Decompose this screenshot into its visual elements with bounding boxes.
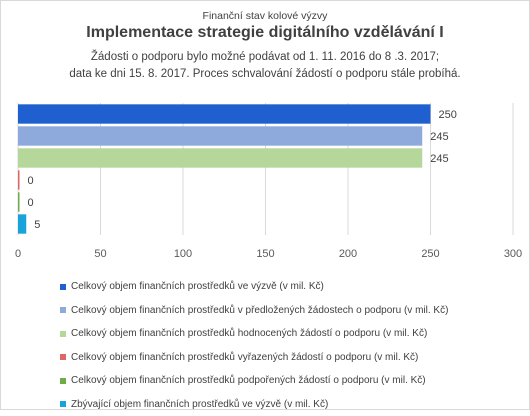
legend-label: Celkový objem finančních prostředků hodn… [71,328,427,339]
x-tick-label: 150 [256,248,274,260]
legend-item-6: Zbývající objem finančních prostředků ve… [60,393,448,416]
legend-label: Celkový objem finančních prostředků ve v… [71,281,324,292]
legend-label: Celkový objem finančních prostředků vyřa… [71,352,418,363]
x-tick-label: 200 [339,248,357,260]
bar-1 [18,104,431,123]
legend-label: Celkový objem finančních prostředků v př… [71,305,448,316]
x-tick-label: 250 [421,248,439,260]
bar-5 [18,192,20,211]
legend-swatch [60,401,66,407]
legend-item-1: Celkový objem finančních prostředků ve v… [60,275,448,299]
bar-6 [18,214,26,233]
legend-swatch [60,378,66,384]
legend-item-5: Celkový objem finančních prostředků podp… [60,369,448,393]
x-axis-ticks: 0 50 100 150 200 250 300 [15,248,522,260]
bar-value-label: 245 [430,153,448,165]
legend-swatch [60,331,66,337]
bar-4 [18,170,20,189]
bar-2 [18,126,422,145]
chart-subtitle-line-2: data ke dni 15. 8. 2017. Proces schvalov… [0,68,530,80]
x-tick-label: 0 [15,248,21,260]
legend-swatch [60,284,66,290]
bar-value-label: 5 [34,219,40,231]
x-tick-label: 300 [504,248,522,260]
x-tick-label: 50 [94,248,106,260]
chart-title: Implementace strategie digitálního vzděl… [0,24,530,42]
bar-value-label: 250 [439,109,457,121]
legend-label: Celkový objem finančních prostředků podp… [71,375,426,386]
bar-value-label: 245 [430,131,448,143]
legend-swatch [60,354,66,360]
legend-item-3: Celkový objem finančních prostředků hodn… [60,322,448,346]
bar-value-label: 0 [28,175,34,187]
bar-3 [18,148,422,167]
chart-subtitle-line-1: Žádosti o podporu bylo možné podávat od … [0,51,530,63]
legend-item-2: Celkový objem finančních prostředků v př… [60,299,448,323]
legend-label: Zbývající objem finančních prostředků ve… [71,399,328,410]
legend-item-4: Celkový objem finančních prostředků vyřa… [60,346,448,370]
bar-value-label: 0 [28,197,34,209]
legend: Celkový objem finančních prostředků ve v… [60,275,448,416]
legend-swatch [60,307,66,313]
chart-kicker: Finanční stav kolové výzvy [0,10,530,22]
x-tick-label: 100 [174,248,192,260]
